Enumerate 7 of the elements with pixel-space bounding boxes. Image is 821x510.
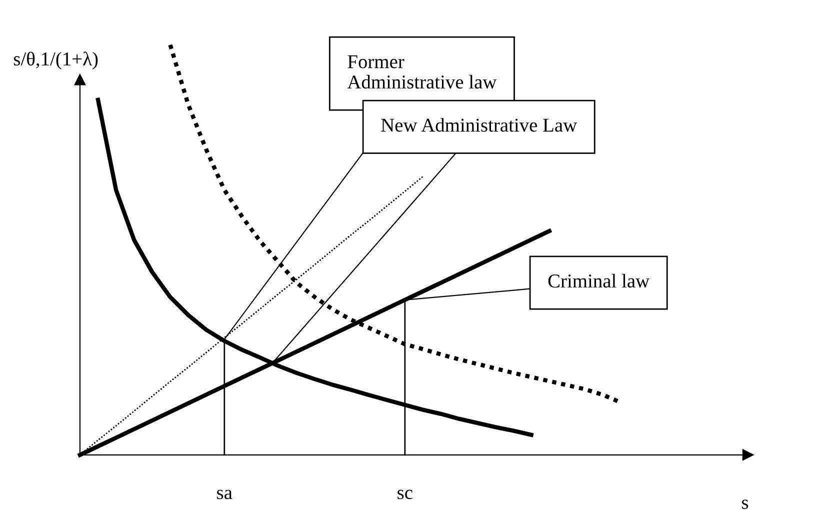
annotation: New Administrative Law — [381, 118, 578, 132]
annotation: Former Administrative law — [347, 55, 497, 89]
x-tick-label: sc — [398, 490, 412, 500]
y-axis-title: s/θ,1/(1+λ) — [14, 52, 98, 70]
annotation: Criminal law — [548, 274, 650, 288]
x-axis-title: s — [742, 500, 748, 509]
x-tick-label: sa — [217, 490, 232, 500]
